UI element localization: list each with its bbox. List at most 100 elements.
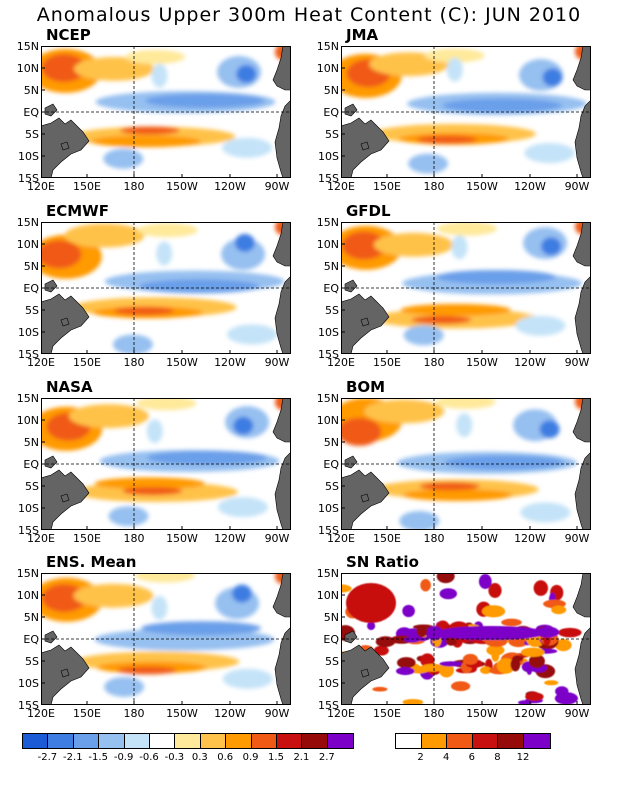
field-contour [436,626,546,640]
land-mass [572,573,591,618]
y-tick-label: 10S [18,677,39,690]
field-contour [520,647,545,657]
y-tick-label: 5S [25,480,39,493]
y-tick-label: 15S [318,172,339,185]
x-tick-label: 150W [166,707,198,720]
y-tick-label: 10S [18,150,39,163]
field-contour [439,661,463,667]
field-contour [372,686,388,692]
panel-ncep: NCEP 15N 10N 5N EQ 5S 10S 15S 120E 150E 180 150W 120… [17,26,291,193]
y-tick-label: 5S [325,480,339,493]
x-tick-label: 150W [466,180,498,193]
field-contour [488,583,502,598]
land-mass [344,103,358,117]
field-contour [373,232,454,257]
colorbar-swatch [251,734,277,748]
colorbar-swatch [396,734,422,748]
x-tick-label: 120W [514,356,546,369]
field-contour [456,413,473,438]
y-tick-label: 15N [16,40,39,53]
x-tick-label: 150E [73,532,101,545]
x-tick-label: 180 [423,532,445,545]
land-mass [360,493,370,503]
colorbar-label: 2.7 [318,752,335,763]
panel-title: GFDL [346,202,391,220]
panel-jma: JMA 15N 10N 5N EQ 5S 10S 15S 120E 150E 180 150W 120W… [317,26,591,193]
field-contour [137,223,198,238]
y-tick-label: EQ [323,106,339,119]
y-tick-label: EQ [323,458,339,471]
y-tick-label: 10S [318,326,339,339]
field-contour [533,580,548,596]
field-contour [41,54,86,83]
field-contour [402,489,513,501]
land-mass [360,141,370,151]
land-mass [272,222,291,267]
colorbar-swatch [200,734,227,748]
field-contour [136,398,197,411]
field-contour [151,63,168,88]
land-mass [60,493,70,503]
field-contour [108,506,149,527]
colorbar-swatch [523,734,550,748]
y-tick-label: 10N [16,589,39,602]
x-tick-label: 180 [123,180,145,193]
field-contour [528,654,545,668]
land-mass [574,451,591,530]
x-tick-label: 150W [466,707,498,720]
field-contour [364,399,445,424]
field-contour [416,624,428,638]
field-contour [116,666,177,675]
y-tick-label: 15N [316,392,339,405]
colorbar-swatch [124,734,150,748]
field-contour [420,663,445,672]
x-tick-label: 150E [373,180,401,193]
y-tick-label: 5S [325,304,339,317]
x-tick-label: 120W [214,356,246,369]
field-contour [236,65,257,83]
x-tick-label: 120E [27,532,55,545]
land-mass [44,103,58,117]
colorbar-swatch [99,734,125,748]
sn-ratio-colorbar [395,733,551,749]
x-tick-label: 90W [264,707,290,720]
land-mass [574,99,591,178]
x-tick-label: 150W [166,532,198,545]
y-tick-label: 15N [316,216,339,229]
x-tick-label: 150E [73,356,101,369]
panel-title: SN Ratio [346,553,419,571]
x-tick-label: 120E [327,180,355,193]
x-tick-label: 180 [123,707,145,720]
field-contour [341,584,352,593]
panel-gfdl: GFDL 15N 10N 5N EQ 5S 10S 15S 120E 150E 180 150W 120… [317,202,591,369]
field-contour [551,605,567,615]
x-tick-label: 180 [423,356,445,369]
colorbar-swatch [498,734,524,748]
land-mass [272,573,291,618]
panel-title: ENS. Mean [46,553,137,571]
y-tick-label: 5S [25,304,39,317]
y-tick-label: 10S [18,326,39,339]
field-contour [400,303,511,316]
x-tick-label: 150W [466,356,498,369]
field-contour [539,420,560,439]
anomaly-colorbar [22,733,355,749]
map-field [41,398,291,530]
map-field [41,46,291,178]
field-contour [525,692,544,702]
field-contour [141,621,262,636]
field-contour [64,223,145,248]
colorbar-swatch [149,734,176,748]
x-tick-label: 90W [564,180,590,193]
panel-nasa: NASA 15N 10N 5N EQ 5S 10S 15S 120E 150E 180 150W 120… [17,378,291,545]
x-tick-label: 90W [564,532,590,545]
x-tick-label: 90W [564,356,590,369]
x-tick-label: 120E [27,180,55,193]
colorbar-swatch [48,734,74,748]
field-contour [439,588,457,600]
field-contour [90,135,201,148]
field-contour [397,657,416,669]
x-tick-label: 120W [214,532,246,545]
land-mass [572,398,591,443]
y-tick-label: 5N [323,84,339,97]
